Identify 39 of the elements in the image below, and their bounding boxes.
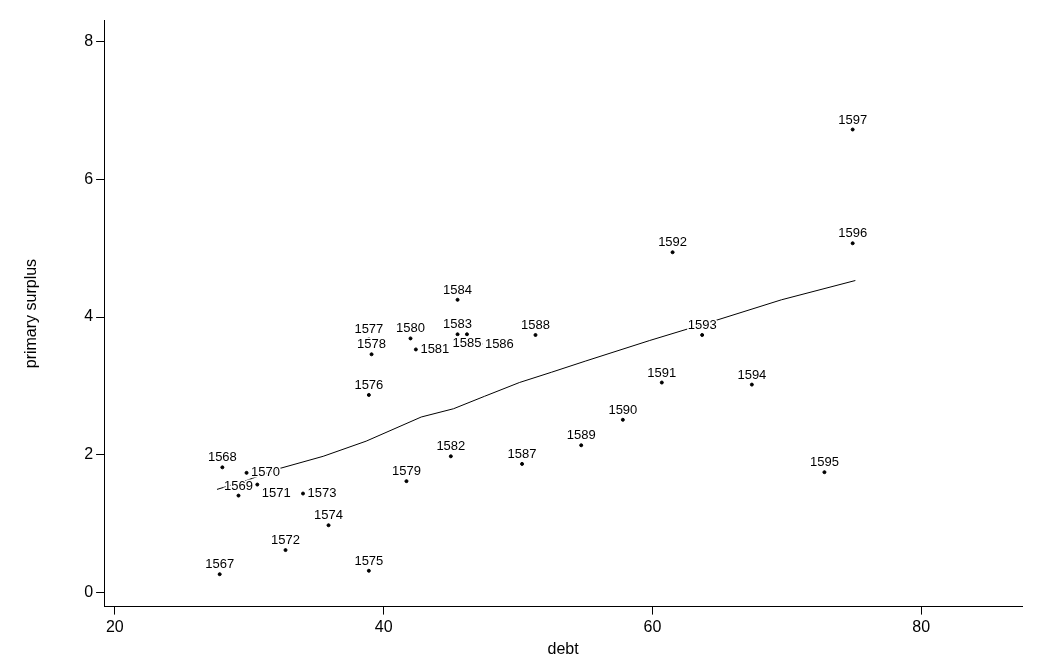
annotation: 1578: [357, 336, 386, 352]
annotation: 1567: [205, 556, 235, 572]
y-tick-label: 8: [84, 31, 94, 49]
annotation: 1590: [608, 401, 638, 417]
annotation: 1572: [271, 532, 300, 548]
x-tick-label: 80: [912, 617, 931, 635]
y-tick-label: 0: [84, 583, 94, 601]
x-tick-label: 40: [374, 617, 393, 635]
x-tick-label: 20: [105, 617, 124, 635]
annotation: 1596: [838, 225, 868, 241]
y-tick-label: 2: [84, 445, 94, 463]
annotation: 1579: [392, 463, 421, 479]
x-axis-title: debt: [547, 639, 580, 657]
annotation: 1571: [261, 484, 291, 500]
annotation: 1597: [838, 111, 868, 127]
annotation: 1583: [443, 316, 473, 332]
y-tick-label: 4: [84, 307, 94, 325]
annotation: 1580: [396, 320, 425, 336]
annotation: 1594: [737, 366, 767, 382]
annotation: 1581: [420, 341, 450, 357]
y-tick-label: 6: [84, 169, 94, 187]
annotation: 1591: [647, 364, 677, 380]
annotation: 1568: [207, 449, 237, 465]
x-tick-label: 60: [643, 617, 662, 635]
annotation: 1573: [307, 485, 337, 501]
annotation: 1586: [484, 335, 514, 351]
annotation: 1574: [314, 507, 343, 523]
annotation: 1577: [354, 321, 384, 337]
annotation: 1582: [436, 438, 466, 454]
y-axis-title: primary surplus: [22, 258, 40, 369]
annotation: 1588: [521, 317, 550, 333]
annotation: 1576: [354, 377, 384, 393]
annotation: 1595: [809, 454, 839, 470]
annotation: 1575: [354, 552, 384, 568]
annotation: 1589: [566, 427, 596, 443]
annotation: 1584: [443, 281, 473, 297]
annotation: 1592: [658, 234, 688, 250]
annotation: 1587: [507, 445, 537, 461]
annotation: 1585: [452, 335, 482, 351]
